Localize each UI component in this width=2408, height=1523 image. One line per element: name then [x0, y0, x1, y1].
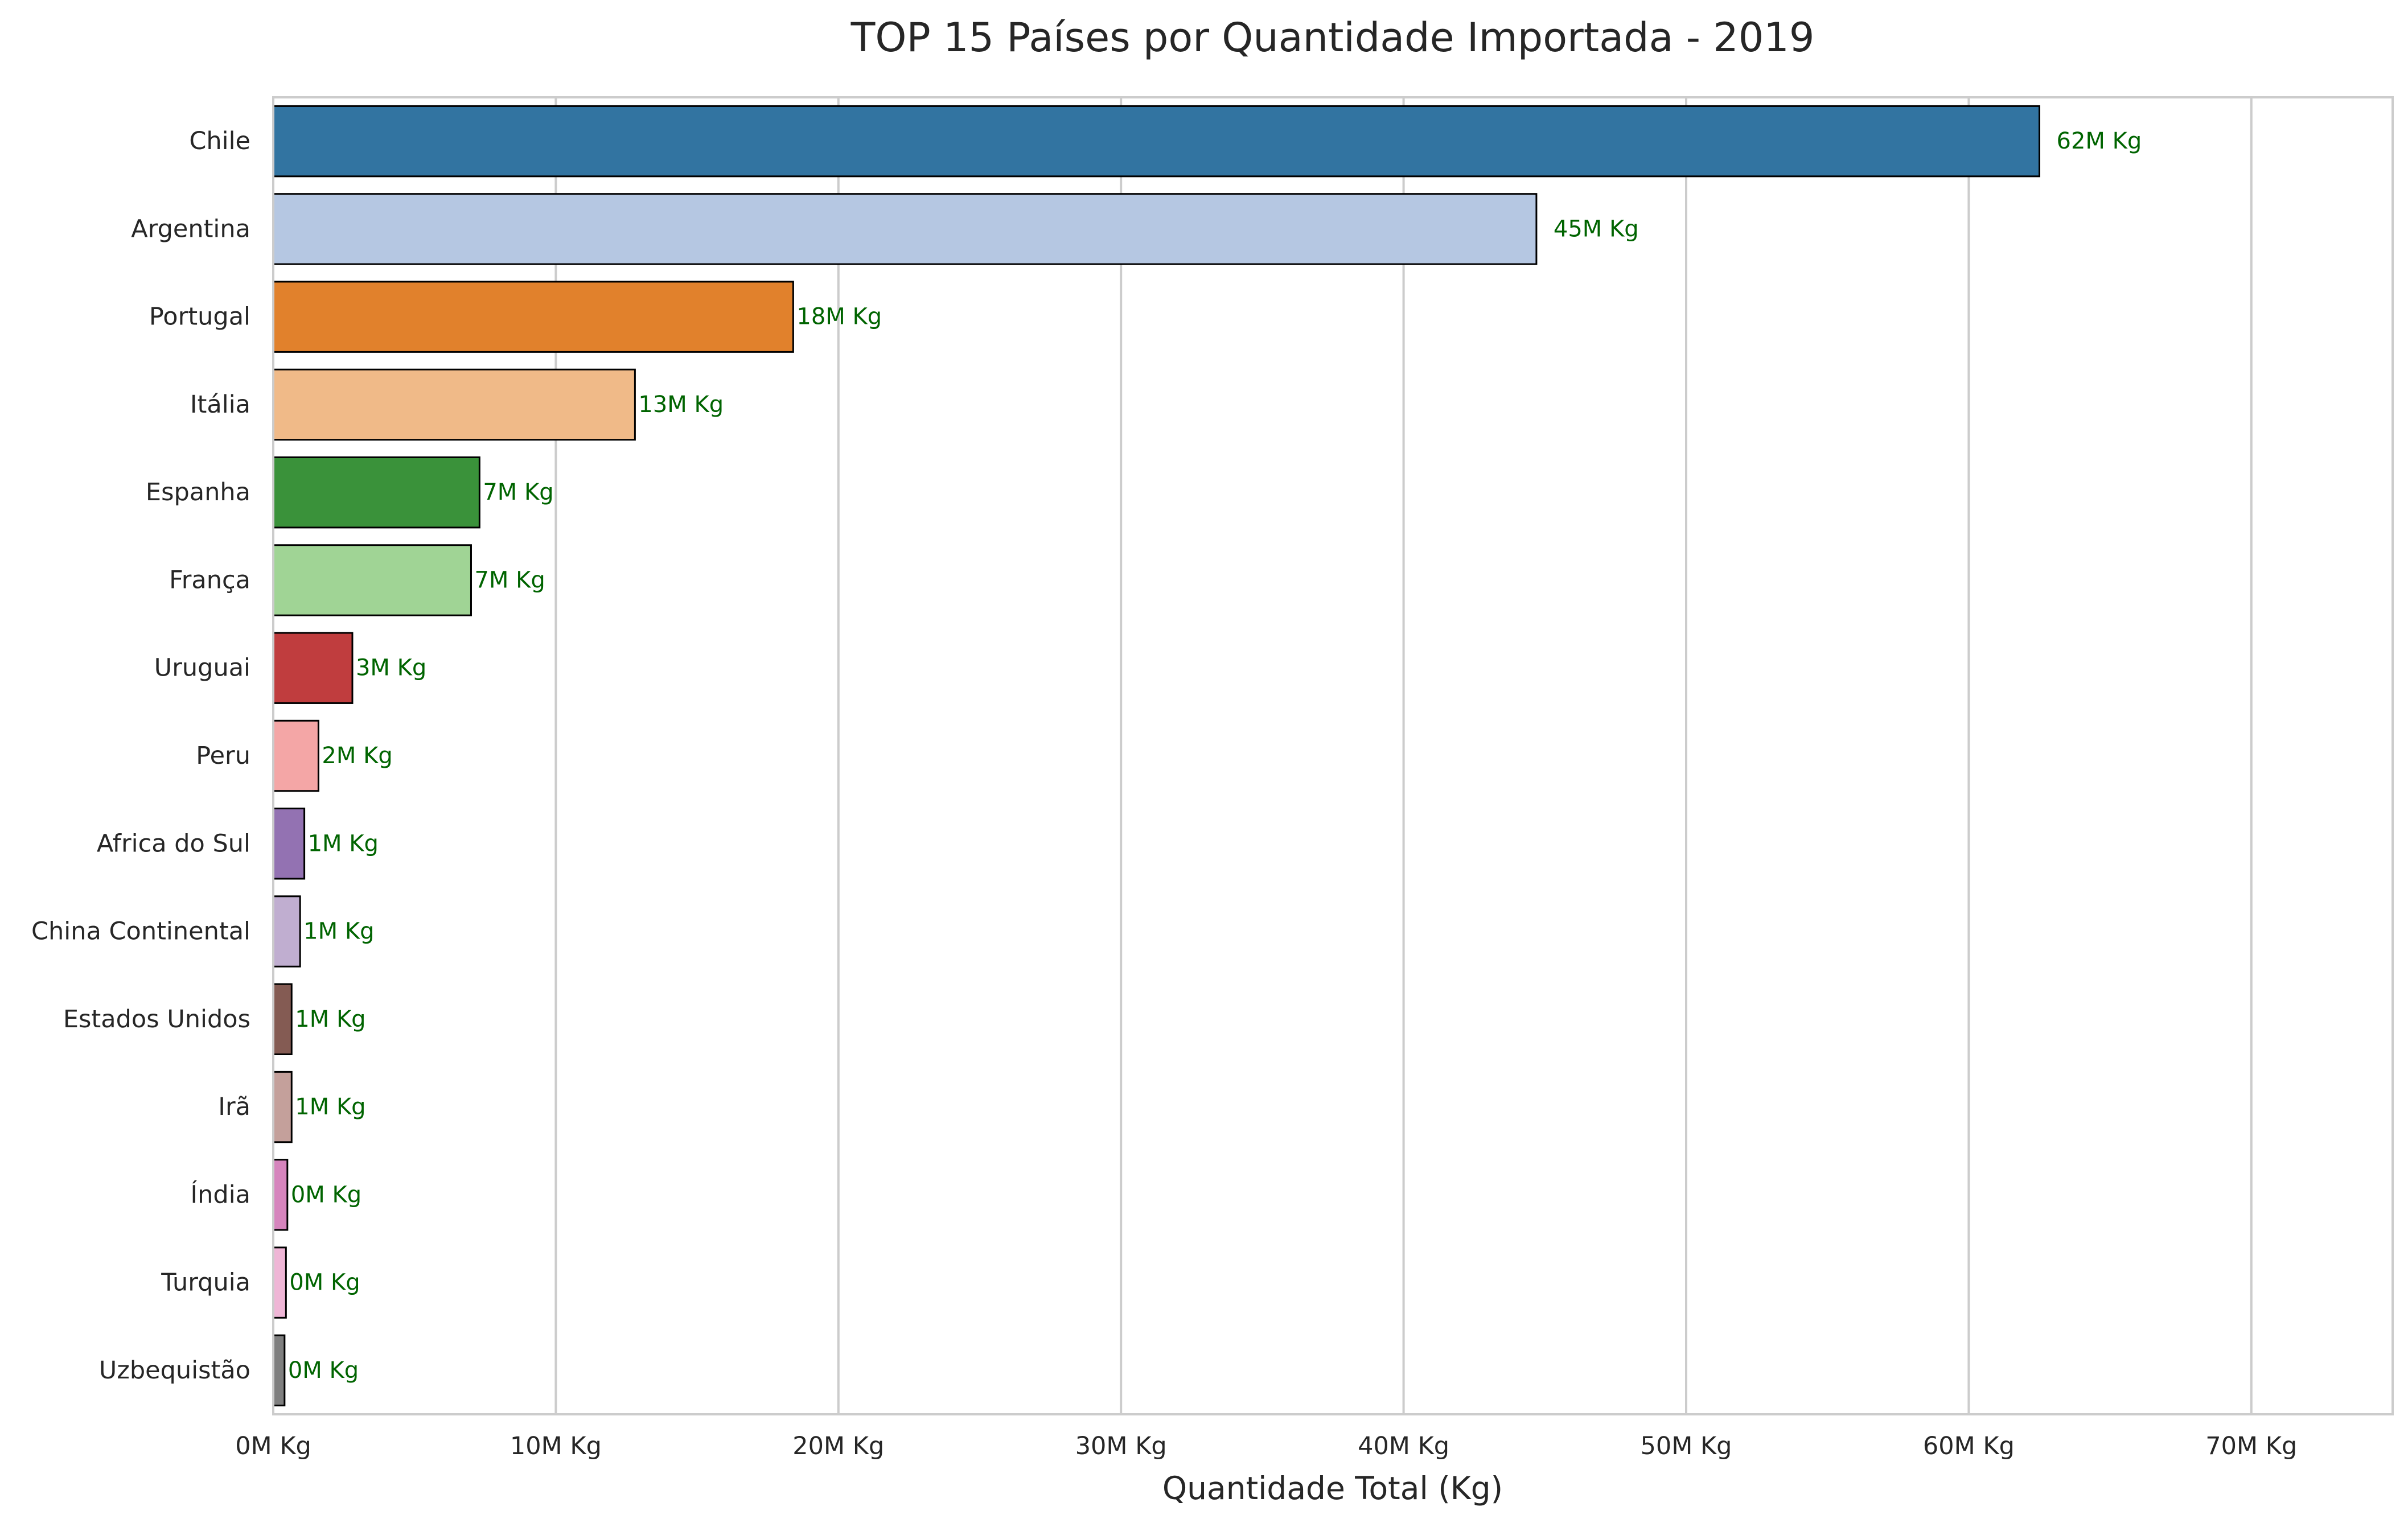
data-label: 7M Kg: [474, 567, 545, 593]
bar: [272, 1334, 286, 1407]
data-label: 7M Kg: [483, 479, 553, 505]
data-label: 62M Kg: [2057, 128, 2142, 154]
x-tick-label: 0M Kg: [235, 1432, 311, 1460]
bar: [272, 193, 1538, 265]
data-label: 1M Kg: [295, 1094, 365, 1120]
data-label: 1M Kg: [308, 830, 379, 857]
bar: [272, 1159, 289, 1231]
y-tick-label: Índia: [190, 1180, 250, 1209]
bar: [272, 632, 354, 704]
data-label: 0M Kg: [289, 1270, 360, 1296]
x-tick-label: 60M Kg: [1923, 1432, 2015, 1460]
data-label: 3M Kg: [356, 655, 426, 681]
bar: [272, 544, 472, 616]
plot-frame: [272, 96, 2394, 1415]
bar: [272, 1246, 287, 1319]
data-label: 1M Kg: [303, 919, 374, 945]
y-tick-label: Argentina: [131, 215, 250, 243]
x-tick-label: 40M Kg: [1358, 1432, 1449, 1460]
data-label: 18M Kg: [796, 304, 882, 330]
data-label: 13M Kg: [638, 392, 724, 418]
y-tick-label: Africa do Sul: [97, 829, 250, 858]
y-tick-label: Uzbequistão: [99, 1356, 250, 1385]
y-tick-label: Uruguai: [154, 654, 250, 682]
data-label: 45M Kg: [1554, 216, 1639, 242]
y-tick-label: Turquia: [161, 1269, 250, 1297]
y-tick-label: Chile: [189, 127, 250, 155]
bar: [272, 281, 794, 353]
y-tick-label: China Continental: [31, 917, 250, 946]
bar: [272, 456, 480, 529]
y-tick-label: Estados Unidos: [63, 1005, 250, 1034]
bar: [272, 1071, 293, 1143]
data-label: 1M Kg: [295, 1006, 365, 1032]
x-tick-label: 10M Kg: [510, 1432, 602, 1460]
x-tick-label: 20M Kg: [792, 1432, 884, 1460]
y-tick-label: Itália: [190, 390, 250, 419]
data-label: 2M Kg: [322, 743, 392, 769]
bar: [272, 719, 319, 792]
y-tick-label: Peru: [196, 742, 250, 770]
y-tick-label: Espanha: [146, 478, 250, 507]
x-axis-label: Quantidade Total (Kg): [1162, 1470, 1503, 1506]
chart-title: TOP 15 Países por Quantidade Importada -…: [850, 14, 1815, 61]
bar: [272, 368, 636, 441]
data-label: 0M Kg: [291, 1182, 361, 1208]
x-tick-label: 50M Kg: [1641, 1432, 1732, 1460]
bar: [272, 895, 301, 968]
bar: [272, 983, 293, 1056]
labels: 0M Kg 10M Kg 20M Kg 30M Kg 40M Kg 50M Kg 60M K…: [31, 127, 2297, 1460]
y-tick-label: Irã: [218, 1093, 250, 1121]
y-tick-label: Portugal: [149, 303, 250, 331]
y-tick-label: França: [169, 566, 250, 594]
data-label: 0M Kg: [288, 1357, 359, 1384]
bar: [272, 808, 306, 880]
x-tick-label: 30M Kg: [1075, 1432, 1167, 1460]
x-tick-label: 70M Kg: [2205, 1432, 2297, 1460]
bar: [272, 105, 2040, 178]
